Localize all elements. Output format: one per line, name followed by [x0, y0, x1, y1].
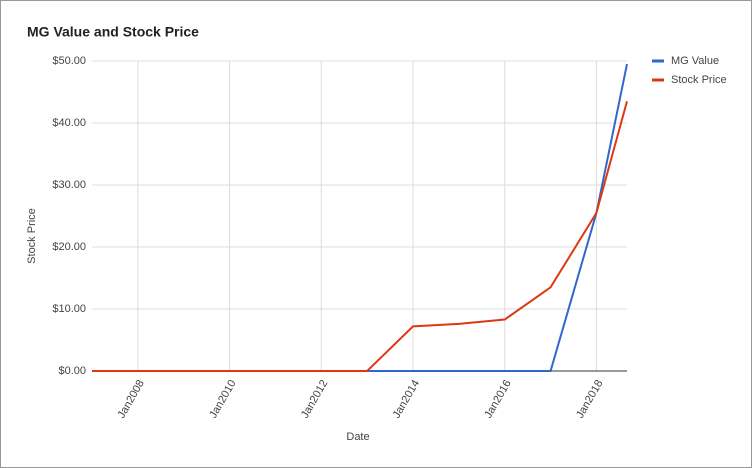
chart-title: MG Value and Stock Price [27, 24, 199, 40]
legend-label: MG Value [671, 55, 719, 67]
y-tick-label: $40.00 [52, 117, 86, 129]
legend-label: Stock Price [671, 74, 727, 86]
y-tick-label: $50.00 [52, 55, 86, 67]
y-tick-label: $10.00 [52, 303, 86, 315]
y-axis-label: Stock Price [26, 208, 38, 264]
x-axis-label: Date [346, 431, 369, 443]
y-tick-label: $0.00 [58, 365, 86, 377]
series-line [92, 101, 628, 372]
y-tick-label: $20.00 [52, 241, 86, 253]
y-tick-label: $30.00 [52, 179, 86, 191]
